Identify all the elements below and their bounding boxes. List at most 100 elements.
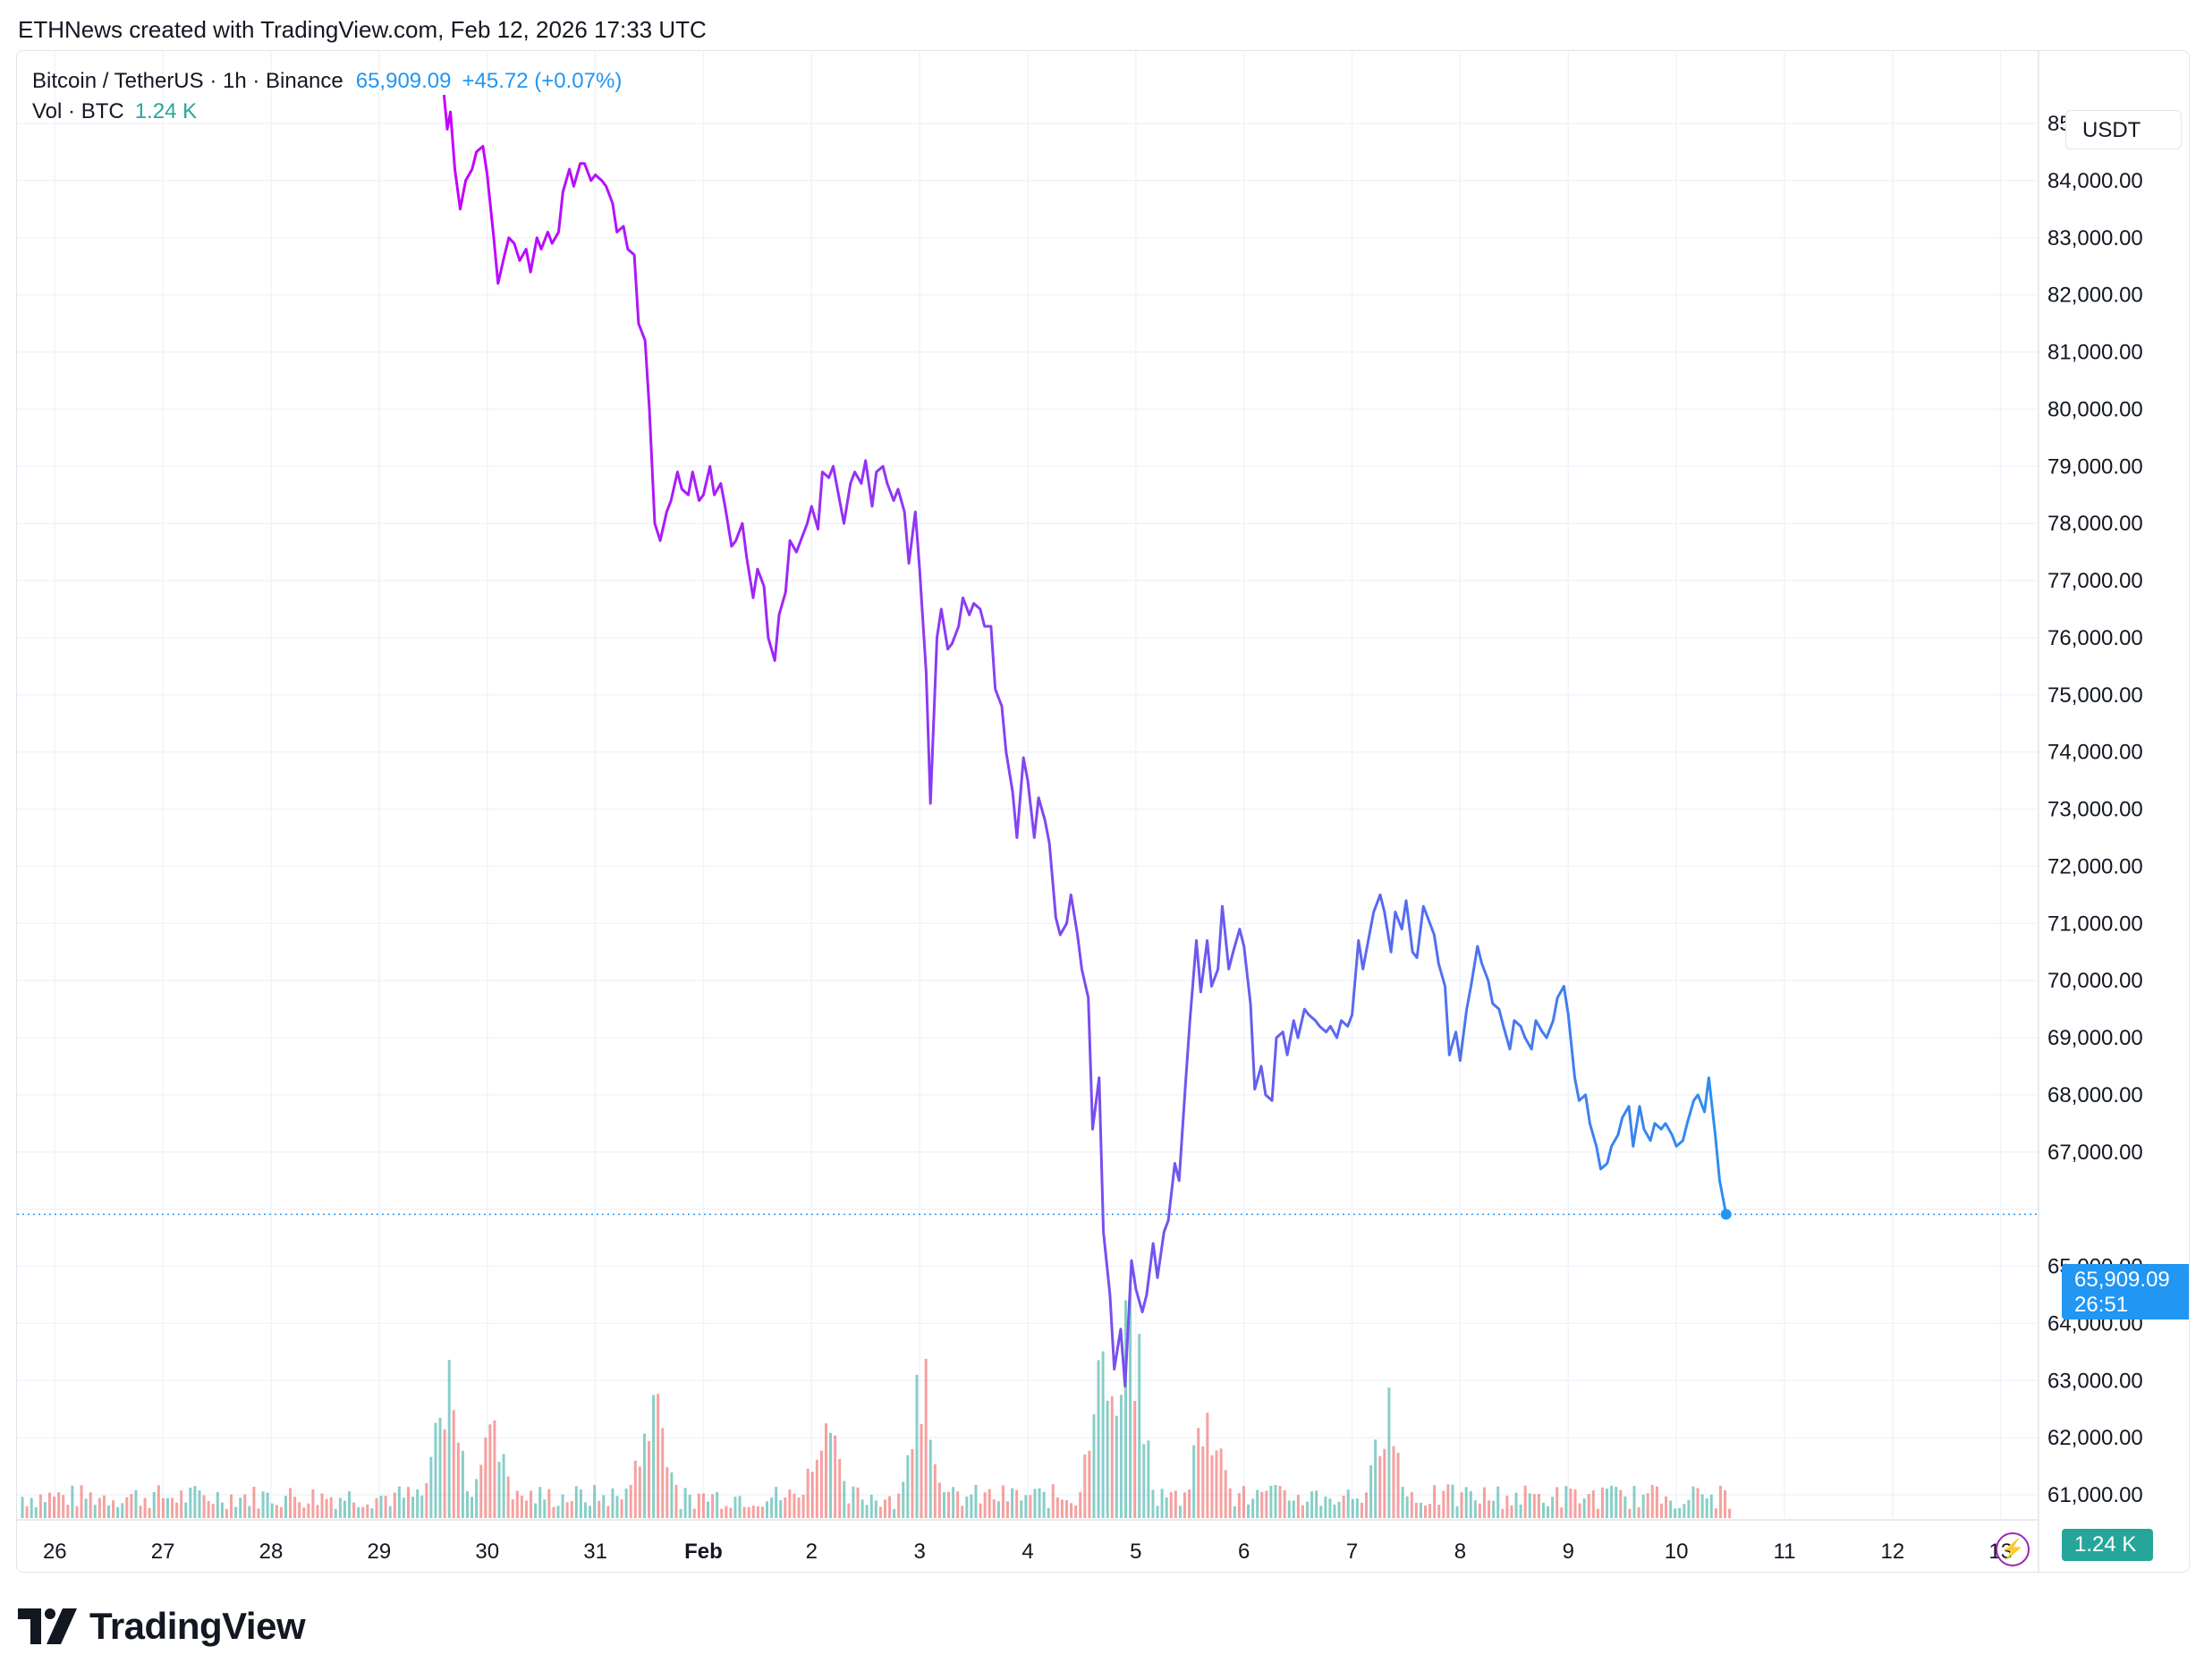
volume-bar (102, 1495, 106, 1518)
volume-bar (1700, 1494, 1704, 1518)
volume-bar (161, 1498, 165, 1518)
volume-bar (165, 1498, 169, 1518)
volume-bar (683, 1488, 687, 1518)
currency-selector[interactable]: USDT (2065, 110, 2182, 149)
volume-bar (1024, 1495, 1028, 1518)
x-tick-label: Feb (684, 1540, 723, 1564)
volume-bar (193, 1486, 197, 1518)
volume-bar (1401, 1486, 1404, 1518)
volume-bar (375, 1498, 378, 1518)
volume-bar (1020, 1500, 1023, 1518)
volume-bar (598, 1500, 601, 1518)
volume-bar (570, 1501, 573, 1518)
y-tick-label: 78,000.00 (2047, 512, 2143, 536)
volume-bar (1101, 1351, 1105, 1518)
volume-bar (665, 1467, 669, 1518)
volume-bar (770, 1498, 774, 1518)
volume-bar (707, 1501, 710, 1518)
volume-bar (729, 1507, 733, 1518)
volume-bar (942, 1492, 945, 1518)
volume-bar (1269, 1485, 1273, 1518)
volume-bar (1142, 1444, 1146, 1518)
x-tick-label: 28 (259, 1540, 284, 1564)
legend-symbol-row: Bitcoin / TetherUS · 1h · Binance 65,909.… (32, 66, 622, 97)
volume-bar (1714, 1508, 1717, 1518)
volume-bar (171, 1498, 174, 1518)
volume-bar (856, 1487, 860, 1518)
volume-bar (629, 1484, 632, 1518)
volume-bar (25, 1506, 29, 1518)
volume-bar (797, 1498, 801, 1518)
volume-bar (543, 1499, 547, 1518)
volume-bar (1451, 1484, 1454, 1518)
volume-bar (1160, 1489, 1164, 1518)
volume-bar (784, 1497, 787, 1518)
volume-bar (130, 1494, 133, 1518)
x-tick-label: 9 (1563, 1540, 1574, 1564)
volume-bar (225, 1508, 228, 1518)
volume-bar (379, 1495, 383, 1518)
volume-bar (947, 1491, 951, 1518)
volume-bar (384, 1496, 387, 1518)
x-tick-label: 2 (806, 1540, 818, 1564)
volume-bar (547, 1489, 551, 1518)
volume-bar (1573, 1489, 1577, 1518)
volume-bar (320, 1493, 324, 1518)
volume-bar (860, 1499, 864, 1518)
volume-bar (1632, 1486, 1636, 1518)
volume-bar (1428, 1504, 1432, 1518)
volume-bar (1378, 1455, 1382, 1518)
volume-bar (243, 1494, 247, 1518)
volume-bar (1296, 1495, 1300, 1518)
volume-bar (952, 1487, 955, 1518)
volume-bar (134, 1489, 138, 1518)
volume-bar (674, 1484, 678, 1518)
volume-bar (152, 1491, 156, 1518)
volume-bar (1501, 1508, 1505, 1518)
volume-bar (725, 1506, 728, 1518)
volume-bar (1355, 1498, 1359, 1518)
x-tick-label: 5 (1130, 1540, 1141, 1564)
volume-bar (1015, 1489, 1019, 1518)
volume-bar (361, 1506, 365, 1518)
volume-bar (75, 1506, 79, 1518)
volume-bar (479, 1464, 483, 1518)
volume-bar (1237, 1493, 1241, 1518)
volume-bar (1106, 1400, 1109, 1518)
volume-bar (824, 1423, 827, 1518)
price-chart[interactable]: 85,000.0084,000.0083,000.0082,000.0081,0… (17, 51, 2189, 1572)
volume-bar (57, 1492, 61, 1518)
tradingview-logo[interactable]: TradingView (18, 1601, 306, 1651)
volume-bar (1074, 1505, 1078, 1518)
volume-bar (1079, 1492, 1082, 1518)
volume-bar (270, 1503, 274, 1518)
volume-bar (933, 1464, 937, 1518)
volume-bar (1709, 1494, 1713, 1518)
volume-bar (1556, 1487, 1559, 1518)
volume-bar (1523, 1485, 1527, 1518)
volume-bar (611, 1488, 615, 1518)
volume-bar (979, 1503, 982, 1518)
volume-bar (801, 1494, 805, 1518)
volume-bar (1396, 1453, 1400, 1518)
volume-bar (806, 1468, 810, 1518)
volume-bar (1123, 1300, 1127, 1518)
volume-bar (1655, 1486, 1658, 1518)
volume-bar (583, 1502, 587, 1518)
volume-bar (1464, 1487, 1468, 1518)
volume-bar (1197, 1428, 1200, 1518)
volume-bar (452, 1410, 455, 1518)
volume-bar (1551, 1497, 1555, 1518)
chart-legend: Bitcoin / TetherUS · 1h · Binance 65,909.… (32, 66, 622, 127)
volume-bar (1051, 1484, 1055, 1518)
volume-bar (366, 1504, 369, 1518)
volume-label[interactable]: Vol · BTC (32, 99, 124, 123)
volume-bar (465, 1490, 469, 1518)
symbol-name[interactable]: Bitcoin / TetherUS · 1h · Binance (32, 69, 343, 93)
lightning-icon[interactable]: ⚡ (1996, 1532, 2030, 1566)
volume-bar (175, 1502, 179, 1518)
volume-bar (1669, 1500, 1673, 1518)
volume-bar (1578, 1503, 1581, 1518)
volume-bar (234, 1506, 238, 1518)
volume-bar (956, 1491, 960, 1518)
